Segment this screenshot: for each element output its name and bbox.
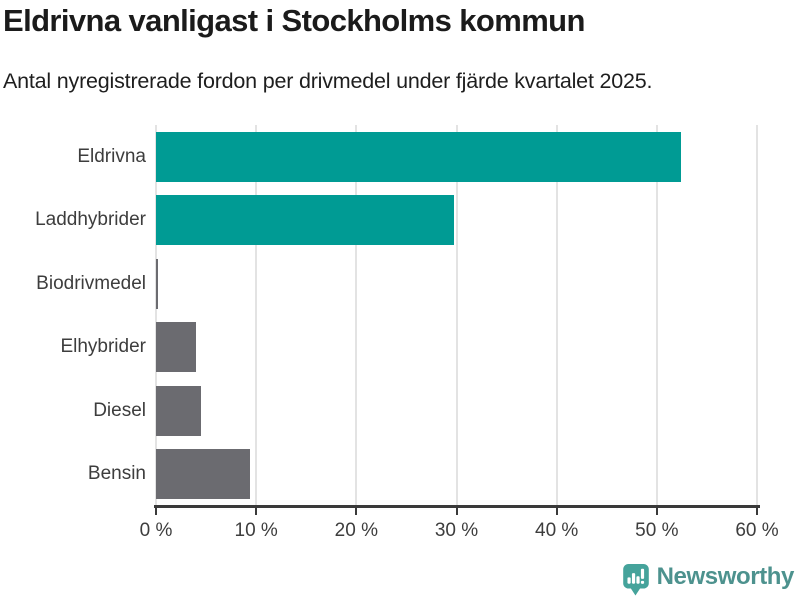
bar-biodrivmedel — [156, 258, 158, 309]
bar-diesel — [156, 385, 202, 436]
gridline — [455, 125, 458, 506]
x-tick-label: 30 % — [434, 520, 479, 541]
bar-chart-speech-bubble-icon — [622, 564, 649, 596]
x-tick-label: 50 % — [635, 520, 679, 541]
category-label: Laddhybrider — [35, 209, 146, 231]
x-tick-label: 60 % — [735, 520, 779, 541]
x-tick — [655, 508, 658, 515]
gridline — [655, 125, 658, 506]
newsworthy-logo: Newsworthy — [622, 563, 795, 596]
gridline — [155, 125, 157, 506]
bar-bensin — [156, 449, 251, 500]
x-tick-label: 10 % — [234, 520, 278, 541]
plot-area — [155, 125, 758, 506]
category-label: Diesel — [93, 399, 146, 421]
x-tick — [155, 508, 157, 515]
gridline — [756, 125, 758, 506]
gridline — [255, 125, 258, 506]
x-tick-label: 20 % — [334, 520, 378, 541]
category-label: Biodrivmedel — [36, 272, 146, 294]
bar-elhybrider — [156, 322, 197, 373]
x-axis-line — [154, 505, 760, 508]
x-tick-label: 40 % — [535, 520, 579, 541]
category-label: Bensin — [87, 463, 146, 485]
newsworthy-logo-text: Newsworthy — [656, 563, 795, 590]
chart-title: Eldrivna vanligast i Stockholms kommun — [3, 3, 585, 38]
x-tick — [355, 508, 358, 515]
x-tick — [756, 508, 758, 515]
x-tick — [555, 508, 558, 515]
category-label: Eldrivna — [77, 145, 146, 167]
chart-subtitle: Antal nyregistrerade fordon per drivmede… — [3, 69, 653, 93]
x-tick — [455, 508, 458, 515]
gridline — [555, 125, 558, 506]
category-label: Elhybrider — [60, 336, 146, 358]
x-tick — [255, 508, 258, 515]
gridline — [355, 125, 358, 506]
x-tick-label: 0 % — [139, 520, 173, 541]
bar-eldrivna — [156, 131, 681, 182]
bar-laddhybrider — [156, 195, 455, 246]
category-labels: Eldrivna Laddhybrider Biodrivmedel Elhybrid… — [0, 125, 146, 506]
